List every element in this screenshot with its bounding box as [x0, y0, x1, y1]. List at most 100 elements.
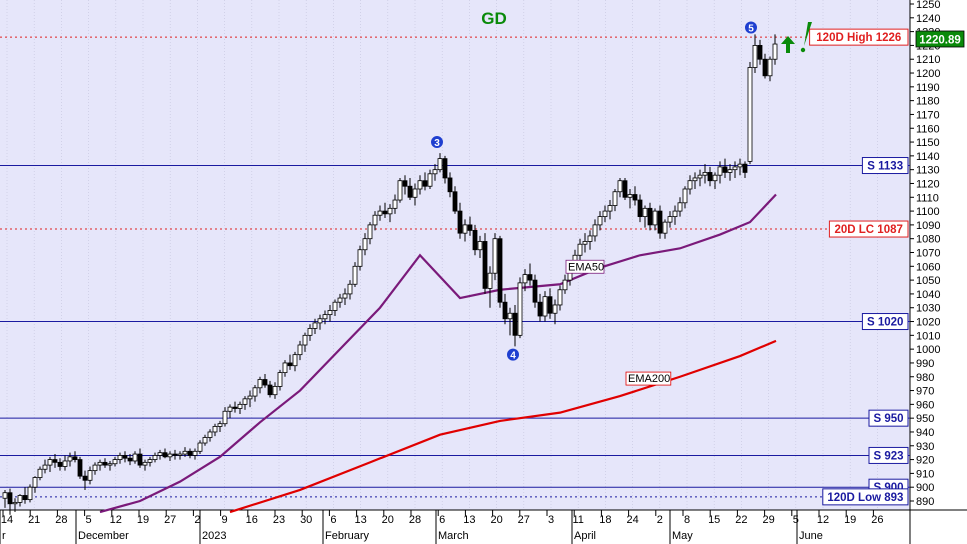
wave-marker [431, 136, 443, 149]
candle-body [602, 210, 608, 218]
candle [47, 456, 53, 473]
candle [622, 177, 628, 201]
y-tick-label: 1070 [916, 248, 940, 260]
candle [717, 161, 723, 184]
candle-body [392, 199, 398, 209]
candle [767, 56, 773, 82]
candle [27, 484, 33, 503]
y-tick-label: 1080 [916, 234, 940, 246]
y-tick-label: 1030 [916, 303, 940, 315]
y-tick-label: 1000 [916, 344, 940, 356]
candle-body [607, 205, 613, 212]
candle [542, 291, 548, 322]
candle [2, 489, 8, 508]
level-label-box [861, 157, 909, 175]
candle [532, 274, 538, 308]
candle [407, 177, 413, 201]
candle-body [722, 166, 728, 173]
candle-body [177, 453, 183, 456]
candle [667, 211, 673, 228]
candle [552, 299, 558, 325]
candle-body [217, 423, 223, 427]
candle [447, 172, 453, 198]
candle [587, 230, 593, 250]
candle-body [482, 241, 488, 289]
level-label-box [868, 409, 909, 427]
candle-body [647, 207, 653, 226]
candle [287, 354, 293, 370]
y-tick-label: 1040 [916, 289, 940, 301]
candle-body [17, 495, 23, 503]
candle-body [252, 387, 258, 397]
candle [152, 452, 158, 463]
y-tick-label: 1100 [916, 206, 940, 218]
x-tick-label: 30 [300, 514, 312, 526]
candle-body [222, 410, 228, 425]
candle [617, 177, 623, 198]
y-tick-label: 1060 [916, 261, 940, 273]
y-tick-label: 980 [916, 372, 934, 384]
candle [522, 269, 528, 292]
candle [437, 153, 443, 173]
x-tick-label: 16 [246, 514, 258, 526]
candle [162, 448, 168, 459]
candle-body [287, 362, 293, 367]
candle-body [612, 191, 618, 206]
candle [12, 498, 18, 513]
level-labels: 120D High 1226 S 1133 20D LC 1087 S 1020 S 9… [565, 28, 909, 506]
candle-body [672, 210, 678, 218]
candle-body [312, 322, 318, 329]
candle-body [552, 304, 558, 314]
candle [392, 194, 398, 214]
candle [627, 188, 633, 209]
candle-body [282, 362, 288, 374]
candle [137, 448, 143, 468]
candle-body [767, 58, 773, 77]
candle-body [52, 459, 58, 463]
candle-body [27, 486, 33, 501]
candle-body [7, 492, 13, 505]
candle [712, 172, 718, 189]
candle-body [317, 318, 323, 324]
y-axis-panel [910, 0, 967, 510]
y-tick-label: 940 [916, 427, 934, 439]
candle [82, 470, 88, 490]
x-tick-label: 19 [844, 514, 856, 526]
candle-body [22, 495, 28, 501]
candle-body [562, 279, 568, 291]
candle-body [692, 177, 698, 182]
wave-label: 4 [510, 351, 516, 362]
candle-body [732, 166, 738, 171]
candle-body [42, 464, 48, 470]
candle-body [67, 456, 73, 462]
candle-body [637, 199, 643, 218]
candle [37, 466, 43, 481]
month-label: 2023 [202, 530, 226, 542]
candle [632, 186, 638, 206]
candle [222, 407, 228, 427]
candle [592, 219, 598, 242]
candle-body [717, 166, 723, 176]
candle-body [142, 461, 148, 466]
candle-body [232, 406, 238, 409]
x-tick-label: 19 [137, 514, 149, 526]
candle [97, 459, 103, 471]
candle-body [597, 216, 603, 226]
candle-body [332, 301, 338, 311]
x-tick-label: 29 [762, 514, 774, 526]
candle [347, 280, 353, 300]
candle [357, 245, 363, 271]
x-tick-label: 15 [708, 514, 720, 526]
y-tick-label: 1190 [916, 82, 940, 94]
candle [77, 456, 83, 479]
y-tick-label: 960 [916, 399, 934, 411]
x-tick-label: 24 [626, 514, 638, 526]
candle [642, 205, 648, 228]
candle-body [457, 210, 463, 234]
level-label: S 1020 [867, 317, 903, 329]
candles [2, 34, 778, 515]
candle-body [377, 210, 383, 216]
candle-body [197, 442, 203, 452]
